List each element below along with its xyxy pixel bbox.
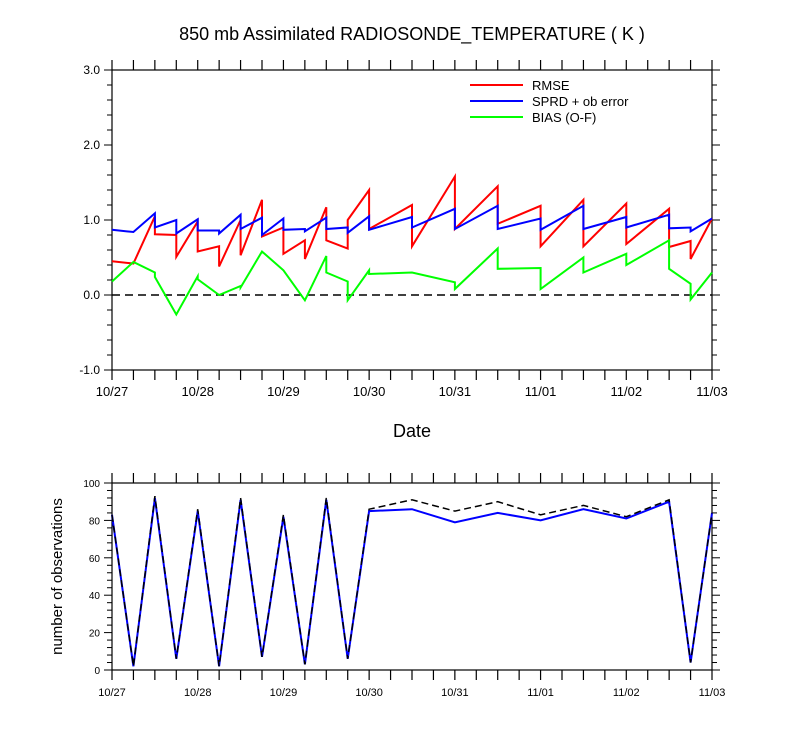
x-tick-label: 10/28 bbox=[184, 687, 212, 699]
x-tick-label: 11/03 bbox=[699, 687, 726, 699]
y-tick-label: 60 bbox=[89, 554, 101, 565]
x-tick-label: 11/01 bbox=[525, 384, 557, 399]
x-tick-label: 10/27 bbox=[98, 687, 126, 699]
series-line-sprd-ob-error bbox=[111, 204, 713, 238]
x-tick-label: 10/28 bbox=[181, 384, 214, 399]
chart-title: 850 mb Assimilated RADIOSONDE_TEMPERATUR… bbox=[179, 24, 645, 45]
x-tick-label: 10/30 bbox=[353, 384, 386, 399]
y-tick-label: 0.0 bbox=[83, 288, 100, 302]
bottom-panel: 10/27 10/28 10/29 10/30 10/31 11/01 11/02 11/03… bbox=[49, 473, 725, 699]
legend-label: SPRD + ob error bbox=[532, 94, 629, 109]
legend-label: BIAS (O-F) bbox=[532, 110, 596, 125]
series-line-rmse bbox=[111, 172, 713, 267]
y-tick-label: 40 bbox=[89, 591, 101, 602]
series-line-1 bbox=[111, 496, 713, 667]
x-tick-label: 11/03 bbox=[696, 384, 728, 399]
y-tick-label: 1.0 bbox=[83, 213, 100, 227]
series-line-0 bbox=[111, 497, 713, 667]
x-tick-label: 10/29 bbox=[270, 687, 298, 699]
y-tick-label: 100 bbox=[83, 479, 100, 490]
y-axis-label: number of observations bbox=[49, 498, 66, 655]
legend-label: RMSE bbox=[532, 78, 570, 93]
x-tick-label: 10/31 bbox=[441, 687, 469, 699]
y-tick-label: 20 bbox=[89, 629, 101, 640]
x-tick-label: 11/01 bbox=[527, 687, 554, 699]
x-axis-label: Date bbox=[393, 421, 431, 441]
plot-frame bbox=[111, 482, 713, 671]
y-tick-label: -1.0 bbox=[79, 363, 100, 377]
x-tick-label: 10/29 bbox=[267, 384, 300, 399]
y-tick-label: 2.0 bbox=[83, 138, 100, 152]
y-tick-label: 80 bbox=[89, 516, 101, 527]
x-tick-label: 10/30 bbox=[355, 687, 383, 699]
y-tick-label: 0 bbox=[94, 666, 100, 677]
x-tick-label: 10/31 bbox=[439, 384, 472, 399]
x-tick-label: 11/02 bbox=[613, 687, 640, 699]
x-tick-label: 11/02 bbox=[610, 384, 642, 399]
y-tick-label: 3.0 bbox=[83, 63, 100, 77]
top-panel: 10/27 10/28 10/29 10/30 10/31 11/01 11/02 11/03… bbox=[79, 60, 728, 441]
series-line-bias-o-f bbox=[111, 238, 713, 317]
x-tick-label: 10/27 bbox=[96, 384, 129, 399]
